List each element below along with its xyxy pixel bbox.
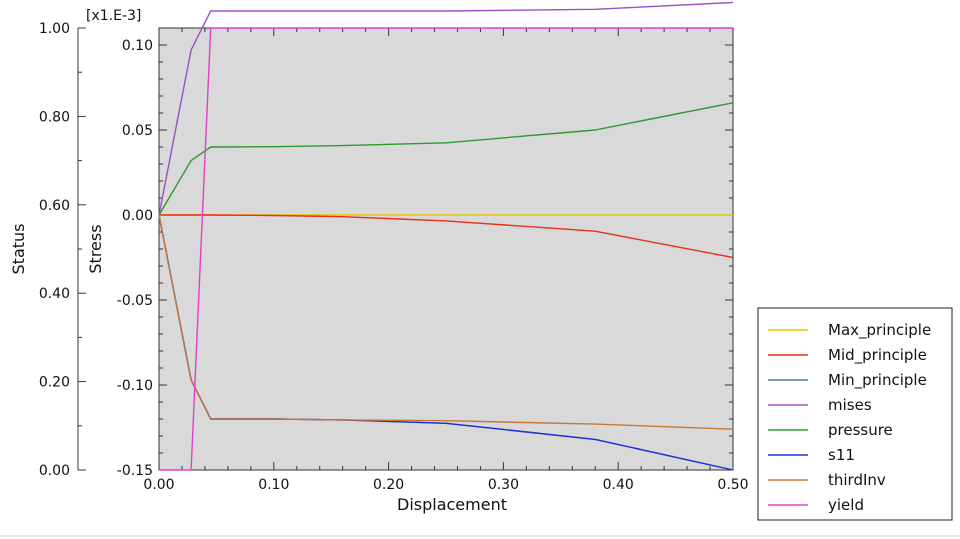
status-tick-label: 0.60 [39, 198, 70, 214]
plot-area [158, 27, 734, 471]
stress-tick-label: -0.05 [117, 293, 153, 309]
status-tick-label: 0.40 [39, 286, 70, 302]
status-tick-label: 0.80 [39, 109, 70, 125]
series-line-yield [159, 27, 733, 471]
legend-label: Mid_principle [828, 346, 927, 365]
x-tick-label: 0.30 [488, 477, 519, 493]
x-tick-label: 0.10 [258, 477, 289, 493]
legend-label: thirdInv [828, 471, 886, 489]
status-axis-title: Status [9, 224, 28, 275]
stress-tick-label: 0.10 [122, 38, 153, 54]
stress-tick-label: 0.05 [122, 123, 153, 139]
stress-axis-title: Stress [86, 224, 105, 273]
stress-tick-label: -0.15 [117, 463, 153, 479]
legend-box [757, 307, 953, 521]
x-tick-label: 0.50 [717, 477, 748, 493]
series-line-mid-principle [159, 214, 734, 259]
legend-label: mises [828, 396, 872, 414]
status-tick-label: 0.00 [39, 463, 70, 479]
series-line-pressure [158, 102, 734, 216]
stress-tick-label: 0.00 [122, 208, 153, 224]
stress-tick-label: -0.10 [117, 378, 153, 394]
x-tick-label: 0.40 [603, 477, 634, 493]
legend-label: Min_principle [828, 371, 927, 390]
legend-label: Max_principle [828, 321, 931, 340]
x-tick-label: 0.00 [143, 477, 174, 493]
legend-label: s11 [828, 446, 855, 464]
x-axis-title: Displacement [397, 495, 507, 514]
stress-multiplier-label: [x1.E-3] [86, 8, 141, 24]
legend-label: pressure [828, 421, 893, 439]
x-tick-label: 0.20 [373, 477, 404, 493]
status-tick-label: 1.00 [39, 21, 70, 37]
series-line-mises [158, 1, 734, 216]
legend-label: yield [828, 496, 864, 514]
status-tick-label: 0.20 [39, 375, 70, 391]
